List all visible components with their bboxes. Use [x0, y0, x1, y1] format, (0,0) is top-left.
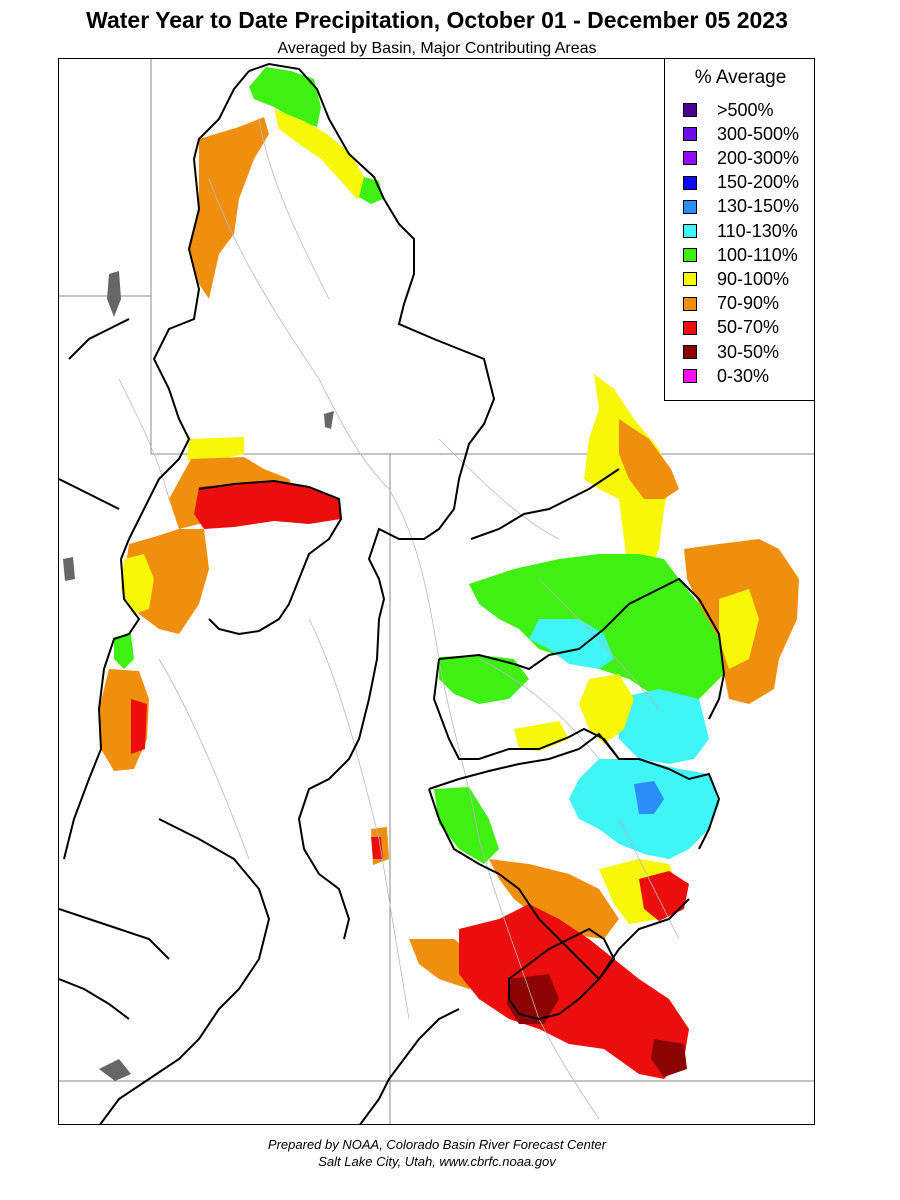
lake-central — [324, 411, 334, 429]
region-90-100-c2 — [514, 721, 569, 751]
legend-label: 130-150% — [717, 196, 800, 217]
map-subtitle: Averaged by Basin, Major Contributing Ar… — [277, 40, 597, 57]
legend-item: 90-100% — [683, 268, 789, 290]
region-110-130-east — [614, 689, 709, 764]
region-70-90-s — [489, 859, 619, 939]
legend-label: 0-30% — [717, 365, 770, 386]
region-90-100-ne — [584, 374, 671, 579]
legend-label: 90-100% — [717, 268, 790, 289]
region-70-90-nw — [189, 117, 269, 299]
region-100-110-center — [439, 655, 529, 704]
region-90-100-mid — [187, 437, 244, 464]
lake-north — [107, 271, 121, 317]
basin-outlines — [59, 62, 726, 1124]
region-50-70-south — [459, 904, 689, 1079]
region-90-100-north — [274, 109, 369, 199]
precip-regions — [99, 67, 799, 1079]
region-30-50-south — [507, 974, 559, 1024]
legend-item: 200-300% — [683, 147, 799, 169]
region-50-70-sw — [131, 699, 147, 754]
region-130-150-se — [634, 781, 664, 814]
legend-box: % Average >500% 300-500% 200-300% 150-200% 1… — [664, 58, 815, 401]
region-90-100-center — [579, 674, 634, 744]
legend-item: 30-50% — [683, 341, 779, 363]
legend-label: 150-200% — [717, 172, 800, 193]
legend-swatch — [683, 320, 697, 335]
legend-item: 150-200% — [683, 172, 799, 194]
legend-swatch — [683, 248, 697, 263]
basin-map-svg — [59, 59, 814, 1124]
region-90-100-e — [719, 589, 759, 669]
legend-label: 110-130% — [717, 220, 798, 241]
map-title: Water Year to Date Precipitation, Octobe… — [86, 7, 788, 33]
credit-line-2: Salt Lake City, Utah, www.cbrfc.noaa.gov — [318, 1154, 556, 1169]
legend-label: >500% — [717, 99, 774, 120]
legend-swatch — [683, 199, 697, 214]
lakes — [63, 271, 334, 1081]
legend-swatch — [683, 224, 697, 238]
credit-line-1: Prepared by NOAA, Colorado Basin River F… — [267, 1137, 607, 1152]
region-100-110-sc — [434, 787, 499, 864]
legend-label: 50-70% — [717, 317, 780, 338]
legend-label: 300-500% — [717, 123, 800, 144]
region-110-130-center — [529, 619, 614, 669]
legend-swatch — [683, 127, 697, 142]
legend-swatch — [683, 151, 697, 166]
legend-item: 300-500% — [683, 123, 799, 145]
legend-label: 30-50% — [717, 341, 780, 362]
legend-item: >500% — [683, 99, 774, 121]
legend-item: 130-150% — [683, 196, 799, 218]
legend-item: 110-130% — [683, 220, 798, 242]
legend-item: 0-30% — [683, 365, 769, 387]
lake-sw — [99, 1059, 131, 1081]
legend-swatch — [683, 175, 697, 190]
legend-swatch — [683, 296, 697, 311]
legend-title: % Average — [694, 67, 787, 88]
legend-label: 70-90% — [717, 293, 780, 314]
legend-label: 100-110% — [717, 244, 798, 265]
region-50-70-mid — [194, 481, 341, 529]
region-100-110-east — [469, 554, 724, 699]
legend-label: 200-300% — [717, 147, 800, 168]
legend-item: 70-90% — [683, 293, 779, 315]
legend-swatch — [683, 369, 697, 384]
legend-item: 50-70% — [683, 317, 779, 339]
region-100-110-sw — [114, 634, 134, 669]
lake-west — [63, 557, 75, 581]
region-50-70-s3 — [371, 837, 383, 859]
region-100-110-north — [249, 67, 321, 127]
legend-swatch — [683, 345, 697, 359]
state-boundaries — [59, 59, 814, 1124]
legend-swatch — [683, 272, 697, 287]
legend-item: 100-110% — [683, 244, 798, 266]
region-90-100-west — [121, 554, 154, 614]
region-30-50-se — [651, 1039, 687, 1077]
legend-swatch — [683, 103, 697, 117]
region-70-90-ne — [619, 419, 679, 499]
